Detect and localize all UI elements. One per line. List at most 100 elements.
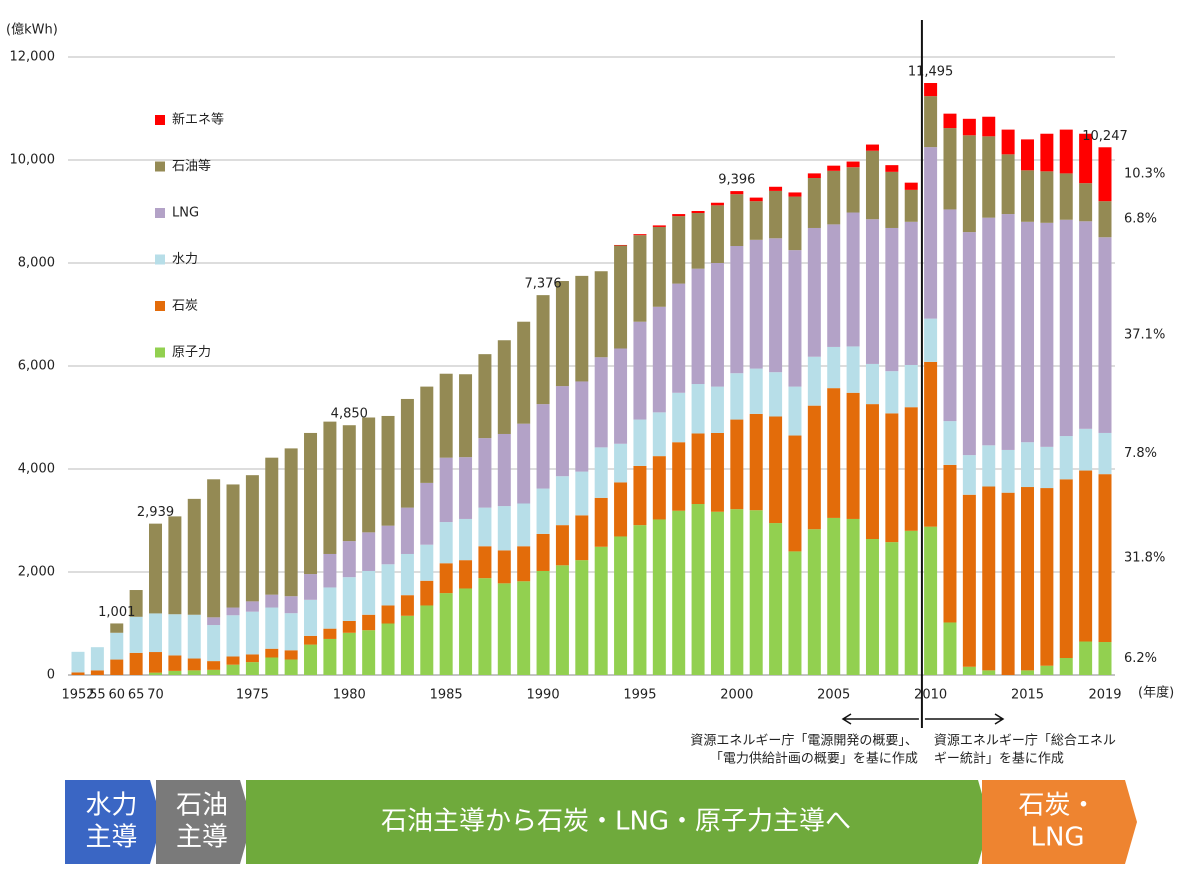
bar-segment: [633, 235, 647, 322]
bar-segment: [362, 417, 376, 533]
bar-segment: [924, 83, 938, 97]
bar-segment: [304, 432, 318, 575]
y-tick-label: 8,000: [18, 256, 55, 271]
bar-segment: [614, 482, 628, 537]
bar-segment: [478, 546, 492, 579]
bar-segment: [885, 371, 899, 414]
bar-segment: [633, 465, 647, 526]
bar-segment: [924, 318, 938, 362]
bar-segment: [1001, 214, 1015, 450]
bar-segment: [691, 213, 705, 269]
bar-segment: [594, 357, 608, 448]
bar-segment: [439, 563, 453, 594]
bar-segment: [594, 447, 608, 498]
bar-segment: [846, 392, 860, 519]
bar-segment: [536, 295, 550, 405]
bar-segment: [1059, 219, 1073, 437]
bar-segment: [1059, 173, 1073, 220]
bar-segment: [323, 553, 337, 588]
bar-segment: [1040, 665, 1054, 675]
bar-segment: [1040, 488, 1054, 666]
bar-segment: [420, 580, 434, 606]
bar-segment: [575, 560, 589, 675]
legend-label: 新エネ等: [172, 112, 224, 128]
bar-segment: [652, 225, 666, 227]
source-note: 「電力供給計画の概要」を基に作成: [710, 751, 918, 767]
bar-segment: [497, 550, 511, 584]
bar-segment: [284, 659, 298, 675]
bar-segment: [323, 421, 337, 554]
bar-segment: [749, 239, 763, 369]
bar-segment: [846, 212, 860, 347]
x-unit: (年度): [1138, 685, 1174, 701]
total-label: 4,850: [331, 407, 368, 422]
bar-segment: [90, 670, 104, 675]
bar-segment: [555, 281, 569, 387]
bar-segment: [168, 516, 182, 615]
bar-segment: [904, 407, 918, 531]
legend-label: 石炭: [172, 299, 198, 314]
bar-segment: [517, 546, 531, 582]
bar-segment: [827, 517, 841, 675]
bar-segment: [400, 398, 414, 508]
bar-segment: [846, 161, 860, 168]
bar-segment: [400, 507, 414, 554]
bar-segment: [342, 632, 356, 675]
bar-segment: [420, 386, 434, 483]
legend-swatch: [155, 254, 165, 265]
bar-segment: [769, 238, 783, 373]
bar-segment: [769, 186, 783, 191]
bar-segment: [982, 486, 996, 671]
y-unit: (億kWh): [6, 22, 58, 38]
x-tick-label: 2010: [914, 688, 947, 703]
bar-segment: [691, 268, 705, 385]
bar-segment: [168, 670, 182, 675]
bar-segment: [1098, 147, 1112, 202]
bar-segment: [459, 588, 473, 675]
bar-segment: [575, 381, 589, 472]
bar-segment: [865, 539, 879, 675]
share-label: 7.8%: [1124, 446, 1157, 461]
bar-segment: [749, 510, 763, 675]
x-tick-label: 1995: [623, 688, 656, 703]
bar-segment: [459, 560, 473, 589]
bar-segment: [691, 433, 705, 505]
bar-segment: [323, 638, 337, 675]
x-tick-label: 55: [89, 688, 106, 703]
bar-segment: [284, 596, 298, 614]
bar-segment: [865, 219, 879, 364]
bar-segment: [90, 647, 104, 671]
bar-segment: [439, 522, 453, 564]
bar-segment: [362, 532, 376, 571]
source-note: 資源エネルギー庁「総合エネル: [934, 734, 1116, 749]
bar-segment: [226, 484, 240, 608]
bar-segment: [827, 170, 841, 225]
bar-segment: [962, 232, 976, 456]
bar-segment: [187, 498, 201, 615]
bar-segment: [982, 116, 996, 137]
bar-segment: [265, 457, 279, 595]
bar-segment: [1001, 449, 1015, 493]
bar-segment: [400, 595, 414, 616]
bar-segment: [885, 542, 899, 675]
bar-segment: [1098, 642, 1112, 675]
bar-segment: [1079, 428, 1093, 471]
bar-segment: [245, 475, 259, 602]
bar-segment: [885, 227, 899, 372]
bar-segment: [1020, 487, 1034, 671]
phase-label: 石炭・: [1018, 791, 1096, 821]
bar-segment: [110, 659, 124, 675]
bar-segment: [962, 135, 976, 233]
bar-segment: [245, 601, 259, 612]
bar-segment: [672, 283, 686, 393]
phase-banner: [156, 780, 252, 864]
bar-segment: [478, 354, 492, 439]
bar-segment: [517, 503, 531, 547]
bar-segment: [400, 553, 414, 596]
bar-segment: [827, 165, 841, 171]
bar-segment: [1098, 474, 1112, 643]
bar-segment: [168, 614, 182, 656]
bar-segment: [439, 457, 453, 523]
bar-segment: [323, 628, 337, 639]
